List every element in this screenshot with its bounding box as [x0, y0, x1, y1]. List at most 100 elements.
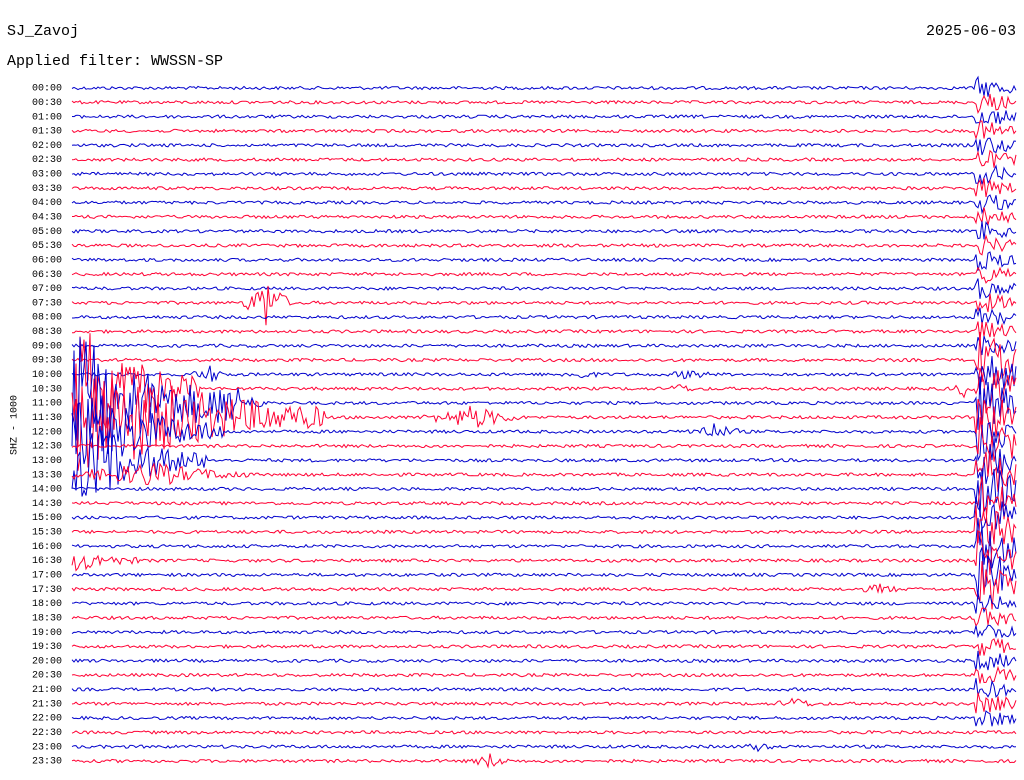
row-label: 19:00	[32, 628, 62, 639]
filter-label: Applied filter: WWSSN-SP	[7, 53, 223, 70]
row-label: 10:00	[32, 370, 62, 381]
row-label: 07:00	[32, 284, 62, 295]
trace	[71, 417, 1017, 462]
trace	[71, 266, 1017, 284]
trace	[71, 753, 1017, 769]
row-label: 01:30	[32, 127, 62, 138]
trace	[72, 307, 1017, 326]
row-label: 16:00	[32, 542, 62, 553]
trace	[71, 221, 1017, 240]
row-label: 16:30	[32, 556, 62, 567]
row-label: 20:30	[32, 671, 62, 682]
row-label: 14:30	[32, 499, 62, 510]
trace	[71, 607, 1017, 628]
trace	[71, 650, 1017, 671]
row-label: 12:00	[32, 427, 62, 438]
trace	[72, 207, 1017, 226]
trace	[71, 451, 1017, 493]
row-label: 19:30	[32, 642, 62, 653]
row-label: 11:30	[32, 413, 62, 424]
row-label: 04:30	[32, 213, 62, 224]
row-label: 21:00	[32, 685, 62, 696]
row-label: 17:00	[32, 570, 62, 581]
row-label: 00:30	[32, 98, 62, 109]
trace	[71, 678, 1017, 698]
trace	[71, 120, 1017, 141]
trace	[71, 178, 1017, 198]
trace	[71, 251, 1017, 271]
row-label: 04:00	[32, 198, 62, 209]
row-label: 10:30	[32, 384, 62, 395]
trace	[71, 426, 1017, 497]
trace	[71, 476, 1017, 524]
trace	[71, 194, 1017, 215]
row-label: 01:00	[32, 112, 62, 123]
trace	[71, 337, 1017, 455]
trace	[71, 278, 1017, 299]
trace	[71, 665, 1017, 684]
trace	[71, 75, 1017, 97]
trace	[71, 110, 1017, 125]
trace	[71, 692, 1017, 714]
trace	[71, 505, 1017, 547]
row-label: 15:00	[32, 513, 62, 524]
trace	[71, 743, 1017, 753]
trace	[71, 164, 1017, 185]
row-label: 12:30	[32, 442, 62, 453]
row-label: 07:30	[32, 298, 62, 309]
row-label: 14:00	[32, 485, 62, 496]
trace	[71, 137, 1017, 156]
row-label: 03:00	[32, 170, 62, 181]
trace	[71, 234, 1017, 256]
trace	[71, 497, 1017, 530]
row-label: 23:30	[32, 757, 62, 768]
row-label: 02:30	[32, 155, 62, 166]
trace	[71, 333, 1017, 448]
date: 2025-06-03	[926, 23, 1016, 40]
row-label: 05:30	[32, 241, 62, 252]
row-label: 22:00	[32, 714, 62, 725]
row-label: 15:30	[32, 528, 62, 539]
axis-label: SHZ - 1000	[10, 395, 21, 455]
trace	[71, 637, 1017, 656]
row-label: 08:30	[32, 327, 62, 338]
row-label: 13:00	[32, 456, 62, 467]
trace	[71, 321, 1017, 341]
row-label: 22:30	[32, 728, 62, 739]
trace	[71, 729, 1017, 735]
trace	[71, 624, 1017, 639]
trace	[71, 285, 1017, 326]
row-label: 18:30	[32, 613, 62, 624]
station-name: SJ_Zavoj	[7, 23, 79, 40]
trace	[71, 93, 1017, 115]
row-label: 09:30	[32, 356, 62, 367]
trace	[71, 395, 1017, 465]
trace	[71, 592, 1017, 614]
trace	[71, 356, 1017, 395]
row-label: 23:00	[32, 742, 62, 753]
trace	[71, 710, 1017, 727]
row-label: 18:00	[32, 599, 62, 610]
trace	[71, 331, 1017, 383]
traces	[71, 75, 1017, 769]
row-label: 03:30	[32, 184, 62, 195]
row-label: 08:00	[32, 313, 62, 324]
trace	[71, 561, 1017, 610]
row-label: 00:00	[32, 84, 62, 95]
trace	[71, 547, 1017, 598]
trace	[71, 468, 1017, 518]
row-label: 06:30	[32, 270, 62, 281]
row-label: 09:00	[32, 341, 62, 352]
row-label: 20:00	[32, 656, 62, 667]
trace	[71, 335, 1017, 356]
row-label: 02:00	[32, 141, 62, 152]
row-label: 06:00	[32, 255, 62, 266]
row-label: 11:00	[32, 399, 62, 410]
row-label: 13:30	[32, 470, 62, 481]
row-label: 21:30	[32, 699, 62, 710]
row-label: 05:00	[32, 227, 62, 238]
trace	[71, 149, 1017, 168]
row-label: 17:30	[32, 585, 62, 596]
trace	[71, 517, 1017, 569]
